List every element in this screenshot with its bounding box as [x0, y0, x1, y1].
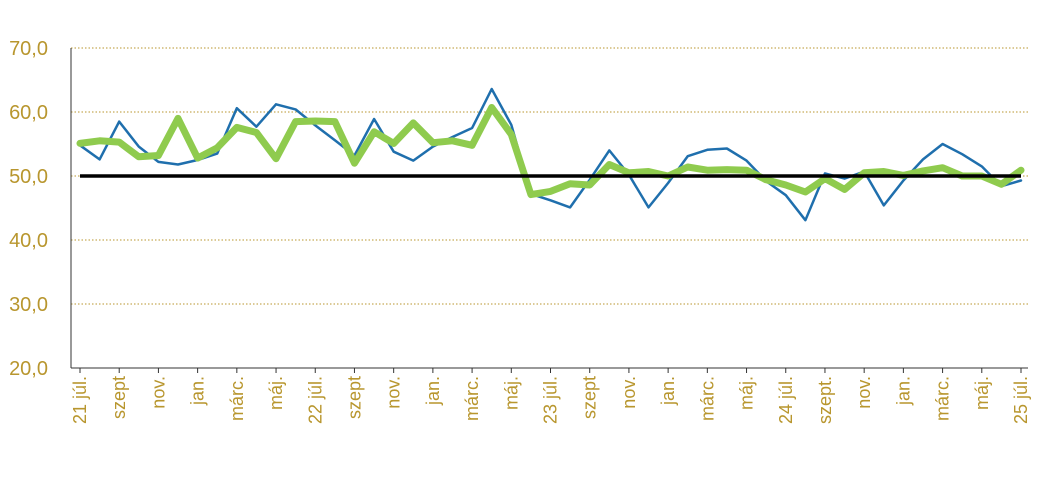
x-tick-label: 24 júl.: [776, 376, 796, 424]
x-tick-label: szept: [580, 376, 600, 419]
y-tick-label: 30,0: [9, 294, 48, 316]
x-tick-label: jan.: [188, 376, 208, 406]
x-tick-label: márc.: [933, 376, 953, 421]
y-tick-label: 20,0: [9, 358, 48, 380]
x-tick-label: nov.: [384, 376, 404, 409]
x-tick-label: jan.: [658, 376, 678, 406]
y-tick-label: 70,0: [9, 38, 48, 60]
x-tick-label: szept.: [815, 376, 835, 424]
axes: [70, 48, 1028, 369]
x-tick-label: márc.: [227, 376, 247, 421]
x-tick-label: szept: [109, 376, 129, 419]
y-axis-ticks: 20,0 30,0 40,0 50,0 60,0 70,0: [9, 38, 48, 380]
x-tick-label: 23 júl.: [541, 376, 561, 424]
y-tick-label: 40,0: [9, 230, 48, 252]
series-lines: [76, 87, 1025, 222]
x-tick-label: 21 júl.: [70, 376, 90, 424]
x-tick-label: máj.: [972, 376, 992, 410]
x-tick-label: nov.: [619, 376, 639, 409]
x-tick-label: szept: [345, 376, 365, 419]
series-line-2: [76, 104, 1025, 199]
x-tick-label: máj.: [737, 376, 757, 410]
y-tick-label: 50,0: [9, 166, 48, 188]
x-tick-label: jan.: [893, 376, 913, 406]
x-tick-label: márc.: [462, 376, 482, 421]
x-tick-label: 25 júl.: [1011, 376, 1031, 424]
x-tick-label: márc.: [697, 376, 717, 421]
x-tick-label: máj.: [266, 376, 286, 410]
series-line-1: [78, 87, 1023, 222]
x-tick-label: máj.: [501, 376, 521, 410]
x-tick-label: 22 júl.: [305, 376, 325, 424]
y-tick-label: 60,0: [9, 102, 48, 124]
x-tick-label: jan.: [423, 376, 443, 406]
x-tick-label: nov.: [148, 376, 168, 409]
x-tick-label: nov.: [854, 376, 874, 409]
x-axis-ticks: 21 júl. szept nov. jan. márc. máj. 22 júl. szep…: [70, 368, 1031, 424]
